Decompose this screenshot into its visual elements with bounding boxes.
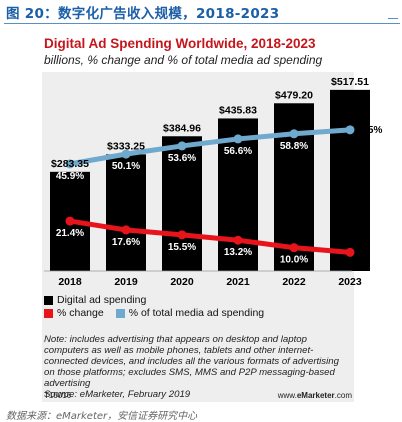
bar-label-2020: $384.96 <box>163 122 201 134</box>
legend-label: Digital ad spending <box>57 294 147 306</box>
share-point-2021 <box>233 134 243 144</box>
title-rule-tick <box>388 18 398 19</box>
share-line <box>69 127 351 167</box>
note-text: Note: includes advertising that appears … <box>44 334 339 389</box>
change-label-2018: 21.4% <box>56 228 84 239</box>
share-point-2019 <box>121 149 131 159</box>
brand-prefix: www. <box>277 391 297 400</box>
change-label-2023: 8.0% <box>339 260 362 271</box>
chart-title: Digital Ad Spending Worldwide, 2018-2023 <box>44 36 316 51</box>
share-label-2019: 50.1% <box>112 161 140 172</box>
source-text: Source: eMarketer, February 2019 <box>44 389 191 400</box>
change-label-2019: 17.6% <box>112 237 140 248</box>
x-tick-2023: 2023 <box>338 276 362 288</box>
change-point-2020 <box>177 230 187 240</box>
brand-name: eMarketer <box>296 391 335 400</box>
legend-label: % change <box>57 307 104 319</box>
bar-label-2023: $517.51 <box>331 76 369 88</box>
change-line <box>69 218 351 255</box>
change-label-2022: 10.0% <box>280 255 308 266</box>
x-tick-2018: 2018 <box>58 276 82 288</box>
chart-plot: $283.35 $333.25 $384.96 $435.83 $479.20 $517.… <box>44 76 382 288</box>
share-point-2018 <box>65 159 75 169</box>
brand-link: www.eMarketer.com <box>278 391 352 400</box>
bar-2019 <box>106 154 146 271</box>
change-label-2021: 13.2% <box>224 247 252 258</box>
change-point-2018 <box>65 216 75 226</box>
chart-note: Note: includes advertising that appears … <box>44 334 352 400</box>
legend-item-digital-ad-spending: Digital ad spending <box>44 294 146 306</box>
x-tick-2019: 2019 <box>114 276 138 288</box>
legend-swatch-blue <box>115 308 125 318</box>
change-point-2019 <box>121 225 131 235</box>
chart-code: T10016 <box>44 391 72 400</box>
x-tick-2021: 2021 <box>226 276 250 288</box>
change-label-2020: 15.5% <box>168 242 196 253</box>
bar-label-2022: $479.20 <box>275 89 313 101</box>
x-tick-2020: 2020 <box>170 276 194 288</box>
bar-2021 <box>218 118 258 271</box>
figure-title: 图 20：数字化广告收入规模，2018-2023 <box>6 6 280 22</box>
source-footer: 数据来源：eMarketer，安信证券研究中心 <box>6 411 198 422</box>
bar-2020 <box>162 136 202 271</box>
share-label-2018: 45.9% <box>56 171 84 182</box>
share-label-2022: 58.8% <box>280 141 308 152</box>
change-point-2022 <box>289 243 299 253</box>
title-rule <box>4 23 400 24</box>
share-point-2022 <box>289 129 299 139</box>
bar-label-2019: $333.25 <box>107 140 145 152</box>
share-label-2021: 56.6% <box>224 146 252 157</box>
chart-subtitle: billions, % change and % of total media … <box>44 53 323 67</box>
legend-swatch-red <box>44 308 53 318</box>
share-point-2023 <box>345 125 355 135</box>
change-point-2023 <box>345 247 355 257</box>
change-point-2021 <box>233 235 243 245</box>
legend-swatch-black <box>44 295 53 305</box>
bar-label-2021: $435.83 <box>219 104 257 116</box>
share-label-2023: 60.5% <box>354 125 382 136</box>
share-label-2020: 53.6% <box>168 153 196 164</box>
legend-label: % of total media ad spending <box>128 307 265 319</box>
legend-item-change: % change % of total media ad spending <box>44 307 264 319</box>
brand-suffix: .com <box>334 391 352 400</box>
share-point-2020 <box>177 141 187 151</box>
bar-2023 <box>330 89 370 272</box>
x-tick-2022: 2022 <box>282 276 306 288</box>
bar-label-2018: $283.35 <box>51 158 89 170</box>
